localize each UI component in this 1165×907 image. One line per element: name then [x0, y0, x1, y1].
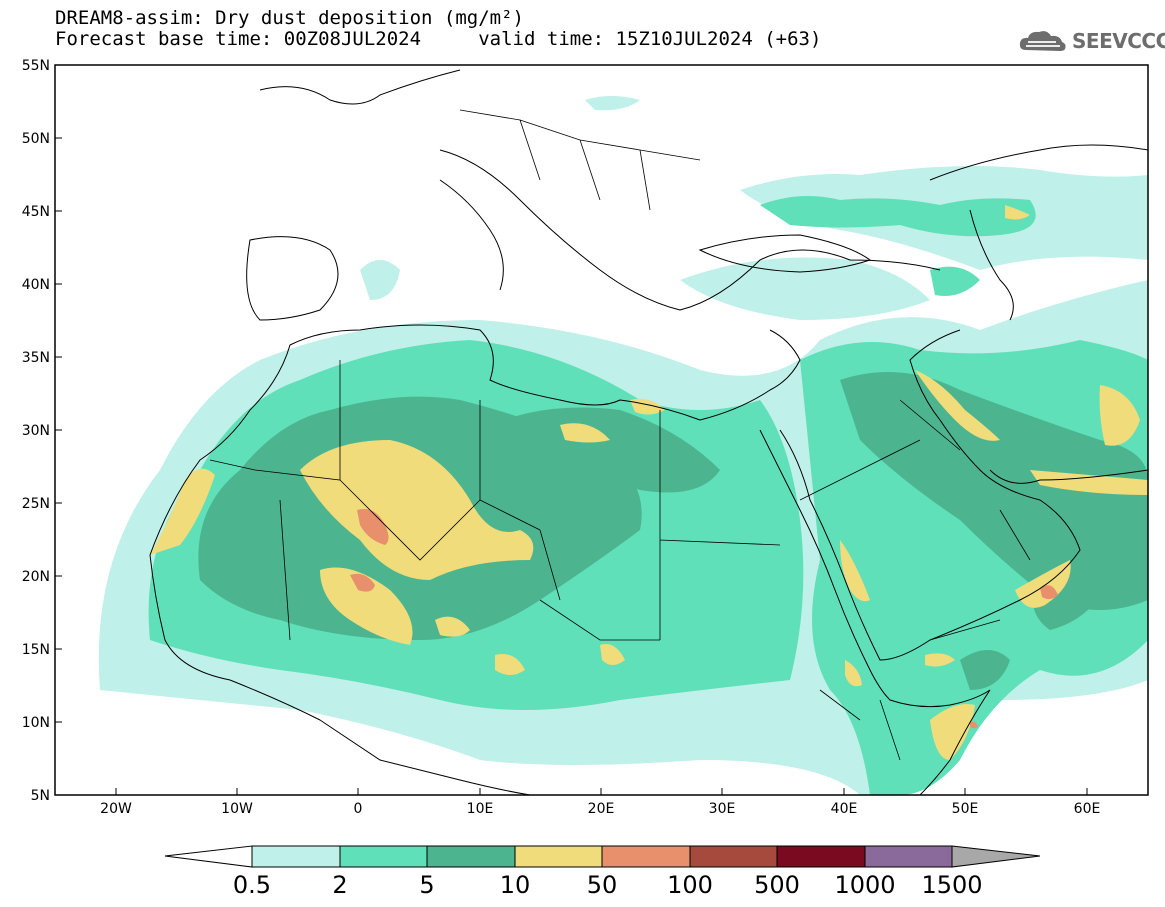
axis-ticks	[55, 64, 1088, 796]
legend-label: 10	[500, 871, 531, 899]
lat-label: 15N	[22, 642, 50, 658]
lat-label: 30N	[22, 423, 50, 439]
lat-label: 45N	[22, 204, 50, 220]
legend-swatch	[426, 845, 516, 868]
legend-label: 0.5	[233, 871, 271, 899]
legend-label: 50	[587, 871, 618, 899]
legend-label: 1500	[921, 871, 982, 899]
lon-label: 60E	[1074, 801, 1101, 817]
lat-label: 5N	[31, 788, 50, 804]
contour-50-100	[350, 509, 1058, 729]
lon-label: 10E	[467, 801, 494, 817]
lat-label: 20N	[22, 569, 50, 585]
brand-logo: SEEVCCC	[1018, 27, 1165, 55]
cloud-logo-icon	[1019, 31, 1066, 51]
legend-swatch	[776, 845, 866, 868]
lat-label: 55N	[22, 58, 50, 74]
legend-labels: 0.5 2 5 10 50 100 500 1000 1500	[233, 871, 983, 899]
legend-label: 500	[754, 871, 800, 899]
deposition-field	[98, 96, 1148, 795]
lat-label: 25N	[22, 496, 50, 512]
brand-name: SEEVCCC	[1072, 29, 1165, 53]
lon-label: 40E	[831, 801, 858, 817]
lon-label: 0	[354, 801, 363, 817]
lat-label: 50N	[22, 131, 50, 147]
longitude-labels: 20W 10W 0 10E 20E 30E 40E 50E 60E	[100, 801, 1100, 817]
latitude-labels: 55N 50N 45N 40N 35N 30N 25N 20N 15N 10N …	[22, 58, 50, 804]
legend-label: 100	[667, 871, 713, 899]
legend-label: 5	[419, 871, 434, 899]
legend-swatch	[339, 845, 428, 868]
lon-label: 20W	[100, 801, 132, 817]
forecast-time-info: Forecast base time: 00Z08JUL2024 valid t…	[55, 28, 822, 50]
legend-label: 1000	[834, 871, 895, 899]
lat-label: 40N	[22, 277, 50, 293]
legend-swatch	[514, 845, 603, 868]
map-title: DREAM8-assim: Dry dust deposition (mg/m²…	[55, 7, 524, 29]
legend-swatch	[689, 845, 778, 868]
lon-label: 10W	[221, 801, 253, 817]
lat-label: 35N	[22, 350, 50, 366]
legend-swatch	[951, 845, 1041, 868]
legend-swatch	[164, 845, 253, 868]
lon-label: 50E	[952, 801, 979, 817]
legend-swatch	[601, 845, 691, 868]
country-borders	[209, 109, 1031, 761]
contour-10-50	[150, 205, 1148, 760]
legend-label: 2	[332, 871, 347, 899]
lat-label: 10N	[22, 715, 50, 731]
coastlines	[149, 69, 1148, 795]
lon-label: 20E	[588, 801, 615, 817]
legend-swatch	[864, 845, 953, 868]
lon-label: 30E	[709, 801, 736, 817]
legend-swatch	[251, 845, 341, 868]
